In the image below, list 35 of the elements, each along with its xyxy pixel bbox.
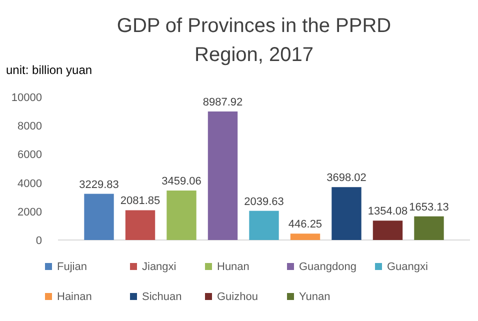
bar bbox=[332, 187, 362, 240]
chart-title: GDP of Provinces in the PPRD Region, 2017 bbox=[116, 15, 392, 66]
bar bbox=[290, 234, 320, 240]
data-label: 8987.92 bbox=[202, 96, 243, 108]
legend-label: Guizhou bbox=[217, 291, 258, 303]
data-label: 3459.06 bbox=[162, 176, 202, 188]
data-label: 2039.63 bbox=[244, 196, 284, 208]
data-label: 1653.13 bbox=[409, 201, 449, 214]
legend-label: Sichuan bbox=[142, 291, 182, 303]
legend-label: Hunan bbox=[217, 261, 250, 273]
legend-label: Jiangxi bbox=[142, 261, 176, 273]
y-tick-label: 0 bbox=[36, 235, 42, 247]
y-tick-label: 10000 bbox=[11, 92, 42, 104]
legend-label: Guangdong bbox=[299, 261, 356, 273]
data-label: 3698.02 bbox=[326, 172, 366, 184]
y-tick-label: 4000 bbox=[18, 178, 42, 190]
y-axis-title: unit: billion yuan bbox=[6, 63, 92, 77]
bar bbox=[125, 210, 156, 240]
data-label: 1354.08 bbox=[368, 206, 408, 218]
bar bbox=[249, 210, 279, 240]
data-label: 3229.83 bbox=[79, 178, 119, 191]
bar bbox=[372, 220, 403, 240]
y-tick-label: 6000 bbox=[18, 149, 42, 162]
legend-label: Yunan bbox=[299, 291, 330, 303]
data-label: 446.25 bbox=[288, 218, 322, 231]
data-label: 2081.85 bbox=[120, 195, 160, 208]
bar bbox=[84, 194, 114, 240]
bar bbox=[414, 216, 444, 240]
bar bbox=[208, 111, 238, 240]
legend-label: Hainan bbox=[57, 291, 92, 303]
y-tick-label: 8000 bbox=[18, 120, 42, 133]
y-tick-label: 2000 bbox=[18, 206, 42, 218]
legend-label: Fujian bbox=[57, 261, 87, 273]
legend-label: Guangxi bbox=[387, 261, 428, 273]
bar bbox=[166, 190, 196, 240]
